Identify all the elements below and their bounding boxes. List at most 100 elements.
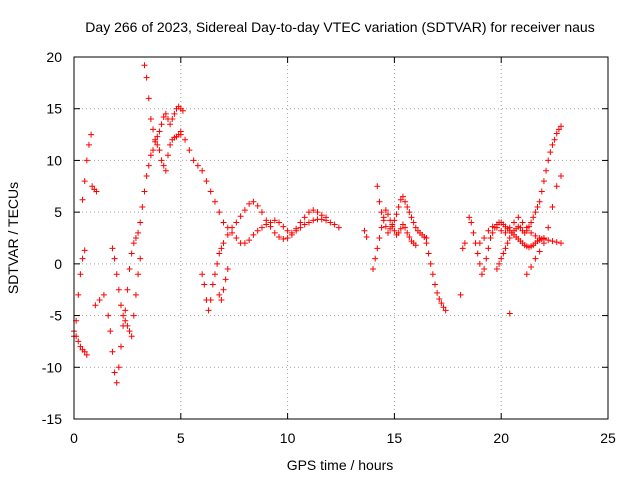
y-tick-label: -15 [42, 411, 62, 427]
data-point [427, 260, 434, 267]
data-point [216, 250, 223, 257]
data-point [363, 233, 370, 240]
data-point [141, 62, 148, 69]
series-sat-k [216, 266, 231, 304]
data-point [224, 231, 231, 238]
data-point [79, 255, 86, 262]
data-point [461, 240, 468, 247]
data-point [214, 260, 221, 267]
data-point [391, 227, 398, 234]
data-point [88, 131, 95, 138]
data-point [93, 188, 100, 195]
data-point [92, 302, 99, 309]
data-point [81, 247, 88, 254]
data-point [470, 229, 477, 236]
data-point [372, 255, 379, 262]
data-point [404, 203, 411, 210]
data-point [523, 227, 530, 234]
y-tick-label: 20 [46, 49, 62, 65]
data-point [216, 209, 223, 216]
data-point [194, 162, 201, 169]
data-point [555, 126, 562, 133]
data-point [502, 229, 509, 236]
data-point [335, 224, 342, 231]
data-point [152, 136, 159, 143]
data-point [395, 203, 402, 210]
data-point [412, 242, 419, 249]
data-point [327, 219, 334, 226]
data-point [164, 152, 171, 159]
data-point [109, 245, 116, 252]
data-point [254, 202, 261, 209]
data-point [167, 141, 174, 148]
data-point [318, 212, 325, 219]
data-point [493, 224, 500, 231]
data-point [182, 136, 189, 143]
data-point [96, 297, 103, 304]
data-point [143, 172, 150, 179]
data-point [305, 219, 312, 226]
data-point [132, 235, 139, 241]
data-point [128, 333, 135, 340]
data-point [105, 312, 112, 319]
data-point [100, 291, 107, 298]
x-tick-label: 5 [177, 430, 185, 446]
x-tick-label: 10 [280, 430, 296, 446]
x-tick-label: 0 [70, 430, 78, 446]
data-point [109, 348, 116, 355]
data-point [75, 338, 82, 345]
data-point [466, 214, 473, 221]
series-sat-e [92, 291, 107, 309]
data-point [132, 291, 139, 298]
data-point [532, 255, 539, 262]
data-point [540, 240, 547, 247]
data-point [384, 229, 391, 236]
data-point [211, 198, 218, 205]
data-point [83, 351, 90, 358]
data-point [553, 183, 560, 190]
data-point [389, 223, 396, 230]
y-tick-label: 10 [46, 152, 62, 168]
data-point [517, 224, 524, 231]
data-point [534, 203, 541, 210]
data-point [120, 312, 127, 319]
data-point [147, 116, 154, 123]
data-point [158, 157, 165, 164]
data-point [139, 203, 146, 210]
data-point [201, 281, 208, 288]
data-point [301, 214, 308, 221]
data-point [399, 193, 406, 200]
data-point [233, 219, 240, 226]
data-point [397, 225, 404, 232]
data-point [384, 211, 391, 218]
series-sat-u [506, 310, 513, 317]
data-point [528, 263, 535, 270]
data-point [297, 219, 304, 226]
data-point [216, 291, 223, 298]
data-point [115, 364, 122, 371]
data-point [440, 304, 447, 311]
series-sat-p [457, 240, 468, 298]
data-point [147, 152, 154, 159]
data-point [128, 250, 135, 257]
data-point [150, 126, 157, 133]
data-point [130, 240, 137, 247]
data-point [113, 379, 120, 386]
data-point [331, 221, 338, 228]
data-point [284, 235, 291, 241]
data-point [434, 289, 441, 296]
data-point [137, 219, 144, 226]
series-sat-g [109, 245, 144, 340]
data-point [81, 348, 88, 355]
data-point [77, 343, 84, 350]
data-point [241, 240, 248, 247]
data-point [483, 255, 490, 262]
data-point [171, 110, 178, 117]
data-point [220, 286, 227, 293]
data-point [154, 133, 161, 140]
data-point [276, 233, 283, 240]
data-point [481, 235, 488, 241]
data-point [113, 271, 120, 278]
data-point [75, 291, 82, 298]
